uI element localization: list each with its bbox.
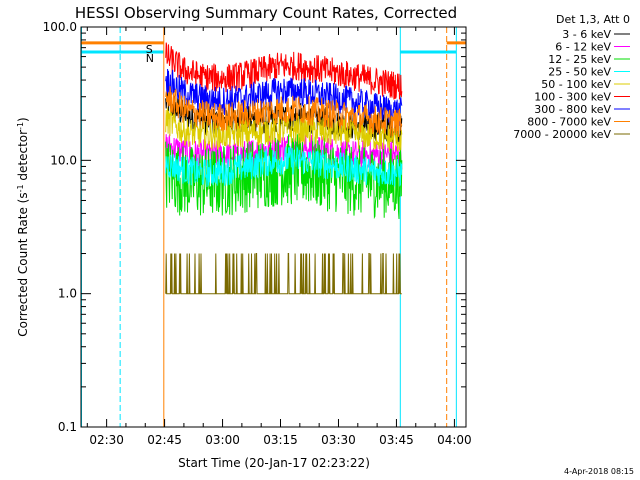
x-tick-label: 03:30 [321,433,356,447]
x-tick-label: 02:30 [89,433,124,447]
series-line [165,42,403,100]
series-layer [165,42,403,295]
legend-label: 7000 - 20000 keV [513,128,611,141]
y-axis-label: Corrected Count Rate (s-1 detector-1) [16,117,31,336]
series-8 [165,253,402,295]
legend-title: Det 1,3, Att 0 [556,13,630,26]
series-line [165,145,403,188]
series-line [165,68,403,126]
x-axis: 02:30 02:45 03:00 03:15 03:30 03:45 04:00 [86,27,472,447]
y-axis-label-mid: detector [16,130,30,185]
flag-label: S [146,43,153,56]
footer-date: 4-Apr-2018 08:15 [564,467,634,476]
series-5 [165,42,403,100]
series-line [165,253,402,295]
legend-label: 3 - 6 keV [562,28,611,41]
legend-label: 50 - 100 keV [541,78,611,91]
y-axis-label-sup1: -1 [16,184,25,192]
plot-frame [80,26,467,428]
x-tick-label: 03:00 [205,433,240,447]
flag-label: N [146,52,154,65]
series-line [165,86,403,137]
legend-label: 6 - 12 keV [555,41,611,54]
legend-label: 25 - 50 keV [548,66,611,79]
chart-title: HESSI Observing Summary Count Rates, Cor… [75,4,457,22]
x-tick-label: 03:45 [379,433,414,447]
x-tick-label: 03:15 [263,433,298,447]
legend-label: 12 - 25 keV [548,53,611,66]
legend-label: 800 - 7000 keV [527,116,611,129]
y-tick-label: 1.0 [58,287,77,301]
legend-label: 300 - 800 keV [534,103,611,116]
series-7 [165,86,403,137]
x-tick-label: 02:45 [147,433,182,447]
y-axis-label-suffix: ) [16,117,30,122]
y-tick-label: 0.1 [58,420,77,434]
y-axis: 0.1 1.0 10.0 100.0 [43,20,466,434]
y-axis-label-sup2: -1 [16,122,25,130]
y-tick-label: 10.0 [50,153,77,167]
series-3 [165,145,403,188]
x-axis-label: Start Time (20-Jan-17 02:23:22) [178,456,370,470]
y-axis-label-prefix: Corrected Count Rate (s [16,192,30,336]
legend-label: 100 - 300 keV [534,91,611,104]
y-tick-label: 100.0 [43,20,77,34]
series-6 [165,68,403,126]
x-tick-label: 04:00 [437,433,472,447]
